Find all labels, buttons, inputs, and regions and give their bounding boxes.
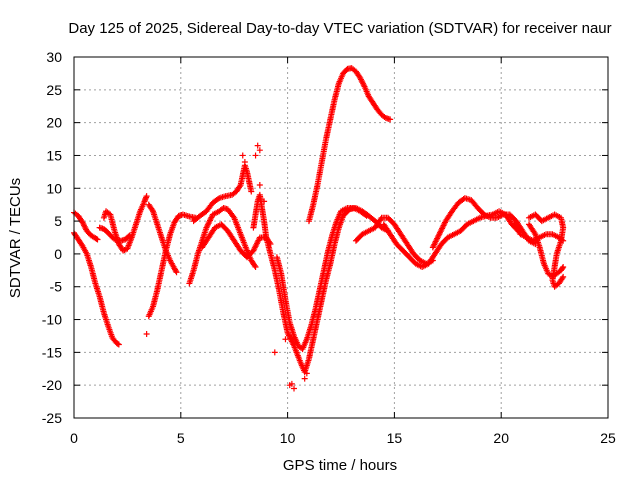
grid-lines <box>74 57 608 418</box>
data-point-marker <box>252 264 259 271</box>
y-tick-label: 15 <box>46 147 62 163</box>
data-point-marker <box>301 375 308 382</box>
data-point-marker <box>125 233 132 240</box>
data-point-marker <box>261 198 268 205</box>
data-points <box>71 65 567 392</box>
y-tick-label: 30 <box>46 49 62 65</box>
data-point-marker <box>149 206 156 213</box>
axis-ticks <box>73 56 609 419</box>
data-point-marker <box>286 382 293 389</box>
data-point-marker <box>114 340 121 347</box>
data-point-marker <box>173 269 180 276</box>
data-point-marker <box>239 152 246 159</box>
y-tick-labels: 30 25 20 15 10 5 0 -5 -10 -15 -20 -25 <box>42 49 62 426</box>
y-tick-label: -15 <box>42 344 62 360</box>
x-axis-label: GPS time / hours <box>283 457 397 474</box>
y-tick-label: 20 <box>46 115 62 131</box>
data-point-marker <box>362 211 369 218</box>
data-point-marker <box>559 265 566 272</box>
data-point-marker <box>256 181 263 188</box>
x-tick-label: 5 <box>177 430 185 446</box>
data-point-marker <box>236 183 243 190</box>
data-point-marker <box>387 116 394 123</box>
data-point-marker <box>252 152 259 159</box>
data-point-marker <box>559 275 566 282</box>
data-point-marker <box>143 193 150 200</box>
data-point-marker <box>94 236 101 243</box>
y-tick-label: -20 <box>42 377 62 393</box>
data-point-marker <box>115 341 122 348</box>
data-point-marker <box>303 370 310 377</box>
x-tick-label: 15 <box>387 430 403 446</box>
y-tick-label: -25 <box>42 410 62 426</box>
plot-frame <box>73 56 609 419</box>
data-point-marker <box>560 264 567 271</box>
y-tick-label: 10 <box>46 180 62 196</box>
data-point-marker <box>291 385 298 392</box>
y-tick-label: 25 <box>46 82 62 98</box>
y-tick-label: -10 <box>42 312 62 328</box>
x-tick-label: 20 <box>493 430 509 446</box>
data-point-marker <box>93 235 100 242</box>
x-tick-label: 25 <box>600 430 616 446</box>
data-point-marker <box>560 273 567 280</box>
data-point-marker <box>172 267 179 274</box>
chart-title: Day 125 of 2025, Sidereal Day-to-day VTE… <box>68 20 611 37</box>
data-point-marker <box>251 262 258 269</box>
y-tick-label: -5 <box>50 279 63 295</box>
data-point-marker <box>256 147 263 154</box>
x-tick-label: 10 <box>280 430 296 446</box>
y-tick-label: 5 <box>54 213 62 229</box>
data-point-marker <box>241 159 248 166</box>
x-tick-label: 0 <box>70 430 78 446</box>
data-point-marker <box>248 188 255 195</box>
data-point-marker <box>246 178 253 185</box>
y-axis-label: SDTVAR / TECUs <box>7 178 24 298</box>
y-tick-label: 0 <box>54 246 62 262</box>
data-point-marker <box>271 349 278 356</box>
data-point-marker <box>282 336 289 343</box>
data-point-marker <box>254 142 261 149</box>
data-point-marker <box>363 212 370 219</box>
data-point-marker <box>143 330 150 337</box>
x-tick-labels: 0 5 10 15 20 25 <box>70 430 616 446</box>
data-point-marker <box>126 232 133 239</box>
